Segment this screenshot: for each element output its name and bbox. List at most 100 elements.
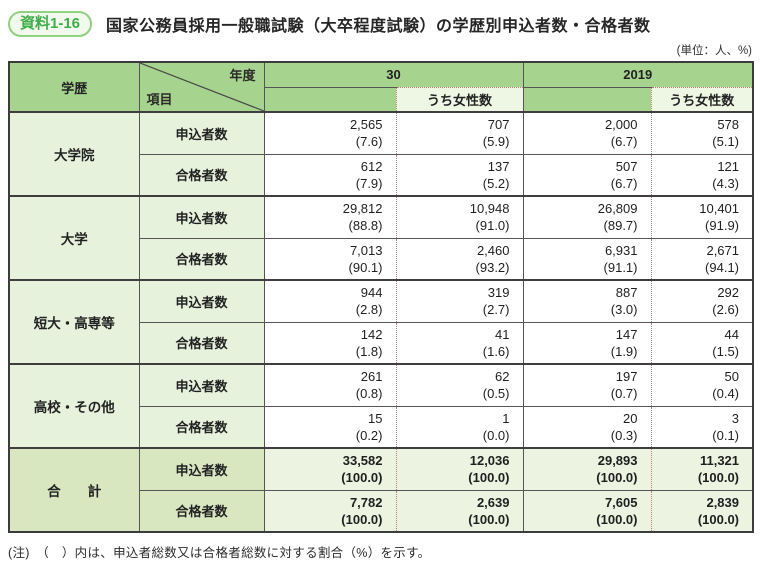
item-cell: 合格者数 (138, 489, 265, 533)
data-cell: 7,782 (100.0) (263, 489, 397, 533)
corner-year-label: 年度 (229, 68, 256, 83)
data-cell: 12,036 (100.0) (395, 447, 524, 491)
data-cell: 142 (1.8) (263, 321, 397, 365)
data-cell: 2,671 (94.1) (650, 237, 754, 281)
percent: (6.7) (610, 134, 638, 150)
percent: (2.8) (355, 302, 383, 318)
value: 507 (615, 158, 638, 174)
value: 2,671 (706, 242, 740, 258)
statistics-table: 学歴 年度 項目 30 2019 うち女性数 うち女性数 大学院 申込者数 2,… (8, 61, 755, 533)
value: 29,893 (597, 453, 638, 469)
value: 10,948 (469, 201, 510, 217)
percent: (5.1) (712, 134, 740, 150)
data-cell: 41 (1.6) (395, 321, 524, 365)
corner-header-cell: 年度 項目 (138, 61, 265, 113)
table-row: 合格者数 15 (0.2) 1 (0.0) 20 (0.3) 3 (0.1) (9, 405, 754, 449)
percent: (100.0) (341, 470, 383, 486)
percent: (6.7) (610, 175, 638, 191)
year-header-2019: 2019 (522, 61, 754, 88)
education-cell: 大学院 (8, 111, 140, 197)
table-row: 高校・その他 申込者数 261 (0.8) 62 (0.5) 197 (0.7) 50… (8, 363, 754, 449)
item-cell: 申込者数 (138, 111, 265, 155)
value: 26,809 (597, 201, 638, 217)
data-cell: 10,948 (91.0) (395, 195, 524, 239)
diagonal-line (139, 63, 264, 111)
percent: (1.6) (482, 343, 510, 359)
value: 2,839 (706, 494, 740, 510)
percent: (3.0) (610, 302, 638, 318)
percent: (94.1) (705, 259, 740, 275)
data-cell: 2,565 (7.6) (263, 111, 397, 155)
value: 887 (615, 285, 638, 301)
data-cell: 707 (5.9) (395, 111, 524, 155)
percent: (100.0) (468, 511, 510, 527)
percent: (0.3) (610, 427, 638, 443)
data-cell: 7,605 (100.0) (522, 489, 652, 533)
value: 29,812 (342, 201, 383, 217)
value: 292 (717, 285, 740, 301)
percent: (2.6) (712, 302, 740, 318)
percent: (0.4) (712, 386, 740, 402)
women-subheader-2019: うち女性数 (650, 86, 754, 113)
value: 612 (360, 158, 383, 174)
reference-badge: 資料1-16 (8, 11, 93, 37)
value: 10,401 (699, 201, 740, 217)
percent: (93.2) (475, 259, 510, 275)
percent: (0.7) (610, 386, 638, 402)
value: 11,321 (699, 453, 740, 469)
women-subheader-30: うち女性数 (395, 86, 524, 113)
data-cell: 578 (5.1) (650, 111, 754, 155)
value: 142 (360, 326, 383, 342)
page-title: 国家公務員採用一般職試験（大卒程度試験）の学歴別申込者数・合格者数 (106, 18, 651, 35)
value: 3 (731, 410, 740, 426)
value: 7,013 (349, 242, 383, 258)
unit-note: (単位：人、%) (676, 45, 752, 57)
value: 261 (360, 369, 383, 385)
data-cell: 62 (0.5) (395, 363, 524, 407)
percent: (7.9) (355, 175, 383, 191)
percent: (91.9) (705, 218, 740, 234)
document-header: 資料1-16 国家公務員採用一般職試験（大卒程度試験）の学歴別申込者数・合格者数 (8, 10, 752, 38)
item-cell: 合格者数 (138, 237, 265, 281)
percent: (0.2) (355, 427, 383, 443)
percent: (91.1) (603, 259, 638, 275)
data-cell: 2,639 (100.0) (395, 489, 524, 533)
data-cell: 26,809 (89.7) (522, 195, 652, 239)
table-row: 大学 申込者数 29,812 (88.8) 10,948 (91.0) 26,809… (8, 195, 754, 281)
value: 2,565 (349, 117, 383, 133)
data-cell: 137 (5.2) (395, 153, 524, 197)
data-cell: 50 (0.4) (650, 363, 754, 407)
education-cell-total: 合 計 (8, 447, 140, 533)
education-cell: 高校・その他 (8, 363, 140, 449)
item-cell: 合格者数 (138, 153, 265, 197)
value: 707 (487, 117, 510, 133)
header-spacer (522, 86, 652, 113)
table-total-row: 合 計 申込者数 33,582 (100.0) 12,036 (100.0) 29,… (8, 447, 754, 533)
percent: (2.7) (482, 302, 510, 318)
percent: (91.0) (475, 218, 510, 234)
data-cell: 319 (2.7) (395, 279, 524, 323)
data-cell: 29,812 (88.8) (263, 195, 397, 239)
item-cell: 申込者数 (138, 447, 265, 491)
data-cell: 3 (0.1) (650, 405, 754, 449)
value: 2,639 (476, 494, 510, 510)
value: 2,460 (476, 242, 510, 258)
percent: (100.0) (341, 511, 383, 527)
value: 147 (615, 326, 638, 342)
percent: (5.2) (482, 175, 510, 191)
data-cell: 2,000 (6.7) (522, 111, 652, 155)
item-cell: 合格者数 (138, 405, 265, 449)
item-cell: 合格者数 (138, 321, 265, 365)
data-cell: 11,321 (100.0) (650, 447, 754, 491)
table-subheader-row: うち女性数 うち女性数 (9, 86, 754, 113)
item-cell: 申込者数 (138, 279, 265, 323)
percent: (100.0) (697, 470, 740, 486)
year-header-30: 30 (263, 61, 524, 88)
header-spacer (263, 86, 397, 113)
data-cell: 261 (0.8) (263, 363, 397, 407)
data-cell: 7,013 (90.1) (263, 237, 397, 281)
percent: (100.0) (697, 511, 740, 527)
percent: (0.1) (712, 427, 740, 443)
value: 62 (495, 369, 510, 385)
